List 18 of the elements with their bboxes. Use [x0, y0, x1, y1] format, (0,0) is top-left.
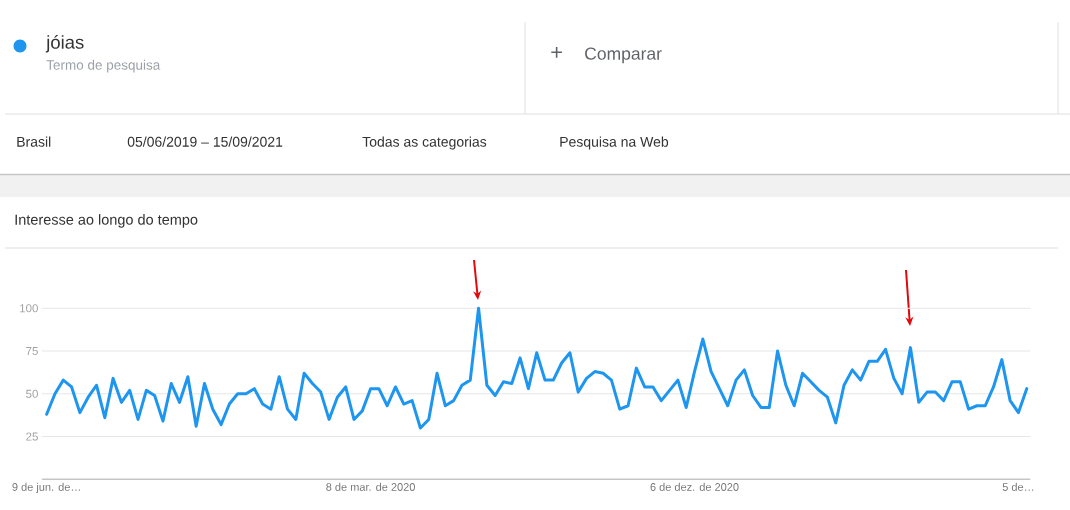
y-tick-label: 25 — [26, 432, 38, 441]
text: Todas as categorias — [362, 136, 487, 150]
y-tick-label: 50 — [26, 389, 38, 398]
x-tick-label: 8 de mar. de 2020 — [326, 482, 415, 491]
text: Brasil — [17, 136, 51, 147]
x-tick-label: 5 de… — [1002, 482, 1034, 491]
y-tick-label: 100 — [20, 304, 38, 313]
text: + — [551, 46, 562, 58]
chart-title: Interesse ao longo do tempo — [15, 214, 198, 228]
y-tick-label: 75 — [26, 347, 38, 356]
legend-title: Termo de pesquisa — [46, 59, 161, 73]
text: 05/06/2019 – 15/09/2021 — [127, 136, 283, 147]
x-tick-label: 9 de jun. de… — [12, 482, 80, 494]
text: Pesquisa na Web — [560, 136, 669, 150]
text: Comparar — [585, 47, 662, 64]
line-series — [45, 306, 1029, 430]
legend-label: jóias — [45, 35, 84, 53]
x-tick-label: 6 de dez. de 2020 — [650, 482, 739, 491]
